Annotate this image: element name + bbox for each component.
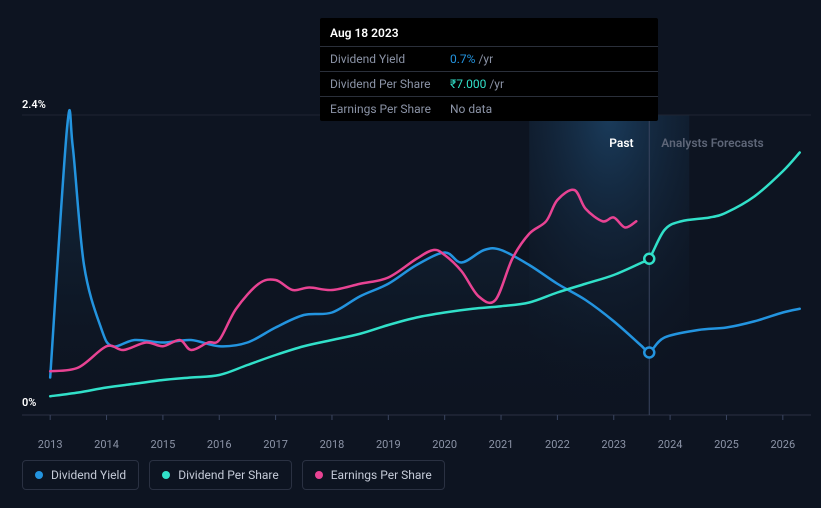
tooltip-row-value: 0.7%/yr [450, 52, 648, 66]
x-tick-label: 2018 [320, 438, 345, 451]
legend-dot [35, 471, 43, 479]
legend-dot [315, 471, 323, 479]
legend-dot [162, 471, 170, 479]
legend-item-earnings-per-share[interactable]: Earnings Per Share [302, 460, 445, 490]
x-tick-label: 2019 [376, 438, 401, 451]
zone-label-forecast: Analysts Forecasts [661, 136, 763, 150]
tooltip-row-label: Dividend Per Share [330, 77, 450, 91]
zone-label-past: Past [609, 136, 633, 150]
x-tick-label: 2025 [714, 438, 739, 451]
tooltip-row-label: Dividend Yield [330, 52, 450, 66]
tooltip-date: Aug 18 2023 [320, 18, 658, 46]
x-tick-label: 2021 [489, 438, 514, 451]
tooltip-row: Earnings Per ShareNo data [320, 96, 658, 121]
tooltip-row: Dividend Per Share₹7.000/yr [320, 71, 658, 96]
x-tick-label: 2014 [94, 438, 119, 451]
chart-plot-area[interactable]: 2.4% 0% Past Analysts Forecasts [22, 100, 811, 438]
chart-tooltip: Aug 18 2023 Dividend Yield0.7%/yrDividen… [320, 18, 658, 121]
tooltip-row-value: ₹7.000/yr [450, 77, 648, 91]
y-axis-label-max: 2.4% [22, 98, 46, 111]
legend-label: Dividend Yield [51, 468, 126, 482]
x-tick-label: 2016 [207, 438, 232, 451]
x-tick-label: 2024 [658, 438, 683, 451]
x-tick-label: 2026 [770, 438, 795, 451]
x-axis: 2013 2014 2015 2016 2017 2018 2019 2020 2021 2022… [22, 438, 811, 458]
x-tick-label: 2013 [38, 438, 63, 451]
legend-item-dividend-yield[interactable]: Dividend Yield [22, 460, 139, 490]
x-tick-label: 2023 [601, 438, 626, 451]
tooltip-row: Dividend Yield0.7%/yr [320, 46, 658, 71]
x-tick-label: 2015 [151, 438, 176, 451]
y-axis-label-min: 0% [22, 396, 36, 409]
chart-legend: Dividend Yield Dividend Per Share Earnings… [22, 460, 445, 490]
x-tick-label: 2020 [432, 438, 457, 451]
tooltip-row-unit: /yr [478, 52, 493, 66]
x-tick-label: 2022 [545, 438, 570, 451]
tooltip-row-unit: /yr [489, 77, 504, 91]
tooltip-row-value: No data [450, 102, 648, 116]
legend-item-dividend-per-share[interactable]: Dividend Per Share [149, 460, 292, 490]
tooltip-row-label: Earnings Per Share [330, 102, 450, 116]
x-tick-label: 2017 [263, 438, 288, 451]
legend-label: Dividend Per Share [178, 468, 279, 482]
legend-label: Earnings Per Share [331, 468, 432, 482]
